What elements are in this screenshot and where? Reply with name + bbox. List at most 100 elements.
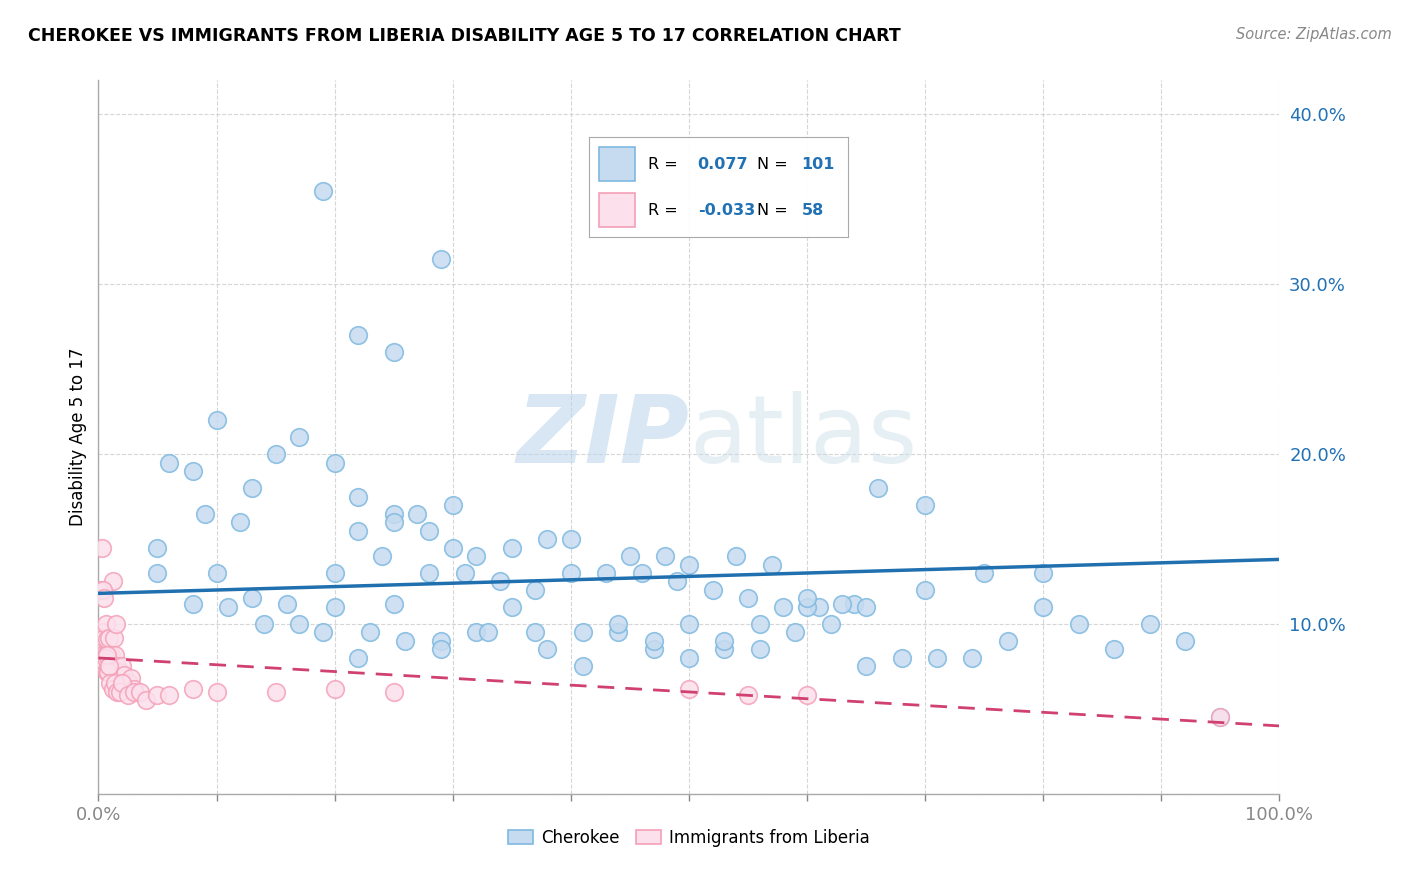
Point: [607, 617, 630, 632]
Point: [501, 599, 523, 614]
FancyBboxPatch shape: [599, 194, 636, 227]
Point: [453, 566, 475, 580]
Point: [713, 642, 735, 657]
Point: [489, 574, 512, 589]
Point: [725, 549, 748, 563]
Point: [406, 507, 429, 521]
Point: [465, 549, 488, 563]
Point: [312, 184, 335, 198]
Point: [772, 599, 794, 614]
Point: [97, 665, 120, 679]
Point: [430, 252, 453, 266]
Y-axis label: Disability Age 5 to 17: Disability Age 5 to 17: [69, 348, 87, 526]
Point: [98, 648, 121, 662]
Point: [643, 634, 665, 648]
Point: [1102, 642, 1125, 657]
Point: [93, 591, 115, 606]
Point: [112, 668, 135, 682]
Point: [359, 625, 381, 640]
Point: [654, 549, 676, 563]
Point: [1209, 710, 1232, 724]
Point: [1139, 617, 1161, 632]
Point: [630, 566, 652, 580]
Point: [807, 599, 830, 614]
Point: [761, 558, 783, 572]
Point: [962, 651, 984, 665]
Point: [205, 566, 228, 580]
Point: [105, 659, 128, 673]
Point: [108, 685, 131, 699]
Point: [122, 681, 145, 696]
Point: [347, 490, 370, 504]
Point: [371, 549, 394, 563]
Point: [217, 599, 239, 614]
Point: [796, 591, 818, 606]
Point: [96, 665, 118, 679]
Text: ZIP: ZIP: [516, 391, 689, 483]
Point: [276, 597, 298, 611]
Point: [112, 676, 135, 690]
Point: [737, 689, 759, 703]
Point: [1032, 566, 1054, 580]
Point: [98, 631, 121, 645]
Point: [890, 651, 912, 665]
Point: [855, 659, 877, 673]
Point: [157, 689, 180, 703]
Text: 0.077: 0.077: [697, 157, 748, 172]
Point: [240, 591, 263, 606]
Point: [737, 591, 759, 606]
Point: [264, 447, 287, 461]
Point: [713, 634, 735, 648]
Point: [571, 659, 593, 673]
Point: [101, 574, 124, 589]
Point: [108, 665, 131, 679]
Point: [1209, 710, 1232, 724]
Point: [441, 498, 464, 512]
Point: [418, 566, 440, 580]
Point: [205, 413, 228, 427]
Point: [229, 515, 252, 529]
Point: [98, 654, 121, 668]
Point: [93, 654, 115, 668]
Point: [560, 566, 582, 580]
Point: [181, 681, 204, 696]
Point: [323, 566, 346, 580]
Point: [288, 430, 311, 444]
Point: [128, 685, 150, 699]
Point: [1174, 634, 1197, 648]
Point: [111, 659, 134, 673]
Text: R =: R =: [648, 202, 678, 218]
Point: [111, 676, 134, 690]
Point: [323, 599, 346, 614]
Point: [90, 582, 112, 597]
Point: [347, 524, 370, 538]
Point: [91, 582, 114, 597]
Point: [607, 625, 630, 640]
Point: [524, 582, 547, 597]
Point: [101, 681, 124, 696]
Point: [465, 625, 488, 640]
Point: [253, 617, 276, 632]
Point: [430, 634, 453, 648]
Point: [104, 676, 127, 690]
Point: [796, 689, 818, 703]
Text: -0.033: -0.033: [697, 202, 755, 218]
Point: [94, 651, 117, 665]
Point: [595, 566, 617, 580]
Point: [1032, 599, 1054, 614]
Point: [973, 566, 995, 580]
Point: [678, 617, 700, 632]
Point: [104, 648, 127, 662]
Text: R =: R =: [648, 157, 678, 172]
Point: [831, 597, 853, 611]
Point: [382, 685, 405, 699]
FancyBboxPatch shape: [599, 147, 636, 181]
Point: [866, 481, 889, 495]
Point: [93, 631, 115, 645]
Point: [94, 617, 117, 632]
Point: [96, 632, 118, 647]
Point: [748, 617, 770, 632]
Point: [105, 617, 128, 632]
Point: [323, 681, 346, 696]
Point: [571, 625, 593, 640]
